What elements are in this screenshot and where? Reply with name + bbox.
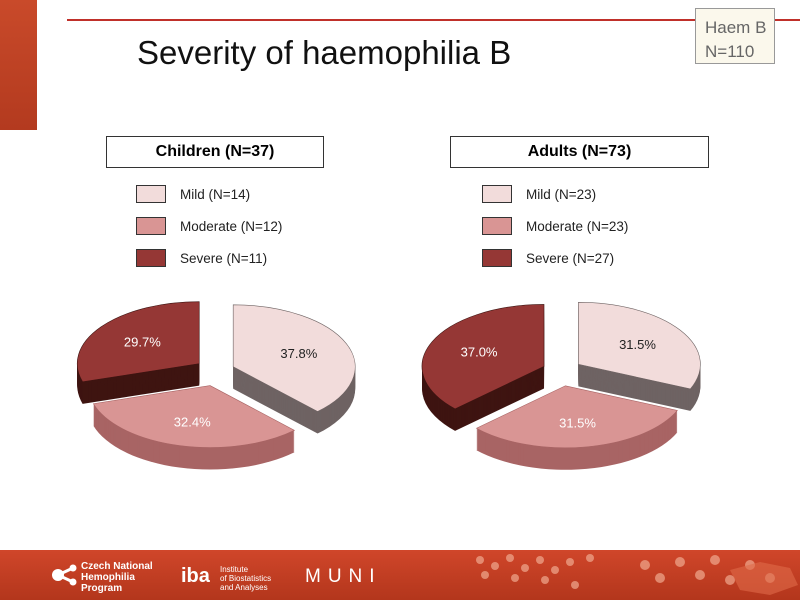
molecule-decoration (476, 554, 798, 595)
pie-slice-top (76, 301, 200, 383)
legend-swatch (482, 249, 512, 267)
data-label: 32.4% (174, 415, 211, 430)
data-label: 31.5% (619, 337, 656, 352)
pie-slice-moderate: 32.4% (92, 385, 296, 470)
legend-item: Severe (N=11) (136, 248, 282, 268)
badge-line2: N=110 (705, 42, 755, 61)
pie-slice-severe: 37.0% (421, 304, 545, 431)
legend-swatch (482, 185, 512, 203)
legend-label: Mild (N=14) (180, 186, 251, 202)
pie-slice-mild: 37.8% (232, 304, 356, 434)
pie-slice-severe: 29.7% (76, 301, 200, 404)
pie-charts: 29.7% 37.8% 32.4% 31.5% 37.0% 31.5% (76, 301, 701, 470)
data-label: 29.7% (124, 335, 161, 350)
legend-label: Mild (N=23) (526, 186, 597, 202)
cohort-badge: Haem B N=110 (695, 8, 775, 64)
pie-slice-top (475, 385, 678, 449)
legend-swatch (136, 185, 166, 203)
pie-slice-mild: 31.5% (578, 302, 701, 411)
legend-label: Moderate (N=23) (526, 218, 629, 234)
title-rule (67, 19, 800, 21)
legend-item: Moderate (N=12) (136, 216, 282, 236)
legend-item: Mild (N=14) (136, 184, 282, 204)
legend-item: Mild (N=23) (482, 184, 628, 204)
corner-accent (0, 0, 37, 130)
data-label: 37.8% (280, 346, 317, 361)
children-chart-title: Children (N=37) (106, 136, 324, 168)
cnhp-logo-icon (52, 564, 78, 586)
adults-chart-title: Adults (N=73) (450, 136, 709, 168)
data-label: 37.0% (461, 345, 498, 360)
iba-logo-text: Institute of Biostatistics and Analyses (220, 565, 272, 592)
adults-legend: Mild (N=23) Moderate (N=23) Severe (N=27… (482, 184, 628, 268)
muni-logo: MUNI (305, 566, 382, 587)
legend-label: Severe (N=27) (526, 250, 615, 266)
pie-slice-top (421, 304, 545, 410)
page-title: Severity of haemophilia B (137, 34, 512, 71)
footer-bar: Czech National Hemophilia Program iba Inst… (0, 550, 800, 600)
pie-slice-moderate: 31.5% (475, 385, 678, 470)
legend-swatch (136, 217, 166, 235)
legend-label: Severe (N=11) (180, 250, 268, 266)
pie-slice-top (578, 302, 701, 390)
data-label: 31.5% (559, 415, 596, 430)
iba-logo: iba (181, 565, 210, 587)
children-legend: Mild (N=14) Moderate (N=12) Severe (N=11… (136, 184, 282, 268)
legend-label: Moderate (N=12) (180, 218, 283, 234)
legend-swatch (136, 249, 166, 267)
cnhp-logo-text: Czech National Hemophilia Program (81, 561, 153, 594)
legend-item: Severe (N=27) (482, 248, 628, 268)
legend-swatch (482, 217, 512, 235)
pie-slice-top (232, 304, 356, 412)
legend-item: Moderate (N=23) (482, 216, 628, 236)
badge-line1: Haem B (705, 18, 767, 37)
pie-slice-top (92, 385, 296, 448)
